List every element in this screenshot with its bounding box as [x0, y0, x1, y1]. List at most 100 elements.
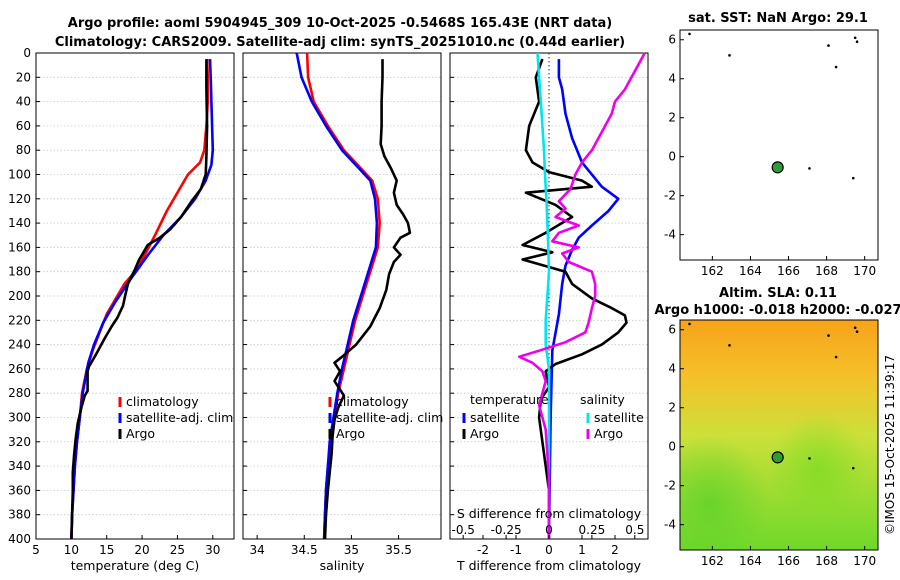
x-tick-label: 35.5: [385, 543, 412, 557]
difference-legend-label: Argo: [470, 426, 499, 441]
sla_map-island: [834, 355, 838, 359]
x-tick-label: 2: [611, 543, 619, 557]
difference-panel: -2 -1 0 1 2T difference from climatology S di…: [449, 52, 649, 573]
sla_map-x-tick-label: 168: [815, 554, 838, 568]
sla_map-float-marker: [771, 451, 784, 464]
y-tick-label: 100: [8, 168, 31, 182]
sla_map-island: [728, 344, 731, 347]
difference-line-salinity-satellite: [536, 52, 551, 539]
sst_map-island: [688, 32, 691, 36]
salinity-legend-label: Argo: [336, 426, 365, 441]
y-tick-label: 300: [8, 411, 31, 425]
difference-legend-label: satellite: [470, 410, 520, 425]
sst_map-axes-frame: [679, 29, 879, 261]
difference-line-temperature-argo: [521, 58, 628, 539]
y-tick-label: 220: [8, 313, 31, 327]
sst_map-x-tick-label: 168: [815, 264, 838, 278]
x-tick-label: -2: [477, 543, 489, 557]
sst_map-island: [834, 65, 838, 69]
difference-legend-label: satellite: [594, 410, 644, 425]
sla-map-title-line1: Altim. SLA: 0.11: [719, 286, 837, 301]
x-tick-label: 5: [32, 543, 40, 557]
sst_map-island: [728, 54, 731, 57]
difference-legend-label: Argo: [594, 426, 623, 441]
x-tick-label: 30: [205, 543, 220, 557]
sla_map-island: [853, 326, 857, 330]
sst_map-y-tick-label: -2: [664, 189, 676, 203]
difference-line-salinity-argo: [518, 52, 646, 539]
sst_map-island: [851, 176, 855, 180]
sla_map-island: [855, 330, 859, 333]
difference-top-tick-label: -0.25: [491, 523, 522, 537]
temperature-panel: 0 20 40 60 80 100 120 140 160 180 200 220 240 260 280 3…: [8, 46, 235, 573]
sla_map-axes-frame: [679, 319, 879, 551]
sst_map-island: [808, 167, 811, 170]
sla-map-title-line2: Argo h1000: -0.018 h2000: -0.027: [654, 303, 900, 318]
x-tick-label: 25: [170, 543, 185, 557]
temperature-legend-label: satellite-adj. clim: [126, 410, 233, 425]
x-tick-label: 35: [344, 543, 359, 557]
sla_map-island: [688, 322, 691, 326]
sst_map-island: [855, 40, 859, 43]
sst_map-y-tick-label: -4: [664, 228, 676, 242]
temperature-legend-label: climatology: [126, 394, 199, 409]
sst_map-island: [853, 36, 857, 40]
difference-legend-right-title: salinity: [580, 392, 625, 407]
y-tick-label: 240: [8, 338, 31, 352]
difference-line-temperature-satellite: [547, 59, 620, 540]
x-tick-label: 0: [545, 543, 553, 557]
sla_map-y-tick-label: -4: [664, 518, 676, 532]
sla_map-y-tick-label: 0: [668, 440, 676, 454]
sst_map-x-tick-label: 166: [777, 264, 800, 278]
salinity-legend-label: satellite-adj. clim: [336, 410, 443, 425]
x-tick-label: 20: [134, 543, 149, 557]
sla_map-island: [827, 334, 830, 337]
y-tick-label: 260: [8, 362, 31, 376]
sst_map-y-tick-label: 6: [668, 33, 676, 47]
sla_map-island: [808, 457, 811, 460]
salinity-xlabel: salinity: [320, 558, 365, 573]
difference-top-label: S difference from climatology: [457, 506, 642, 521]
main-title-line2: Climatology: CARS2009. Satellite-adj cli…: [55, 35, 625, 50]
sst_map-island: [827, 44, 830, 47]
temperature-line-argo: [70, 59, 209, 540]
x-tick-label: 10: [64, 543, 79, 557]
difference-top-tick-label: 0.5: [625, 523, 644, 537]
y-tick-label: 200: [8, 289, 31, 303]
sla_map-x-tick-label: 164: [739, 554, 762, 568]
y-tick-label: 0: [23, 46, 31, 60]
salinity-legend-label: climatology: [336, 394, 409, 409]
difference-top-tick-label: 0: [545, 523, 553, 537]
y-tick-label: 180: [8, 265, 31, 279]
y-tick-label: 120: [8, 192, 31, 206]
temperature-legend-label: Argo: [126, 426, 155, 441]
y-tick-label: 280: [8, 386, 31, 400]
sst_map-y-tick-label: 4: [668, 72, 676, 86]
sst_map-x-tick-label: 162: [701, 264, 724, 278]
salinity-line-satellite-adj-clim: [295, 52, 379, 540]
difference-top-tick-label: 0.25: [579, 523, 606, 537]
sla_map-y-tick-label: -2: [664, 479, 676, 493]
imos-stamp: ©IMOS 15-Oct-2025 11:39:17: [883, 355, 897, 535]
difference-legend-left-title: temperature: [470, 392, 549, 407]
sla_map-y-tick-label: 4: [668, 362, 676, 376]
main-title-line1: Argo profile: aoml 5904945_309 10-Oct-20…: [68, 16, 612, 31]
x-tick-label: 1: [578, 543, 586, 557]
y-tick-label: 160: [8, 240, 31, 254]
sst_map-float-marker: [771, 161, 784, 174]
sla-map-panel: 162 164 166 168 170 6 4 2 0 -2 -4: [664, 319, 879, 568]
y-tick-label: 140: [8, 216, 31, 230]
salinity-panel: 34 34.5 35 35.5 salinity climatologysatellite…: [242, 52, 443, 573]
sst_map-y-tick-label: 2: [668, 111, 676, 125]
y-tick-label: 80: [16, 143, 31, 157]
y-tick-label: 60: [16, 119, 31, 133]
y-tick-label: 360: [8, 483, 31, 497]
salinity-line-argo: [323, 59, 412, 540]
x-tick-label: 34.5: [291, 543, 318, 557]
sst_map-x-tick-label: 170: [853, 264, 876, 278]
sla_map-y-tick-label: 2: [668, 401, 676, 415]
y-tick-label: 40: [16, 95, 31, 109]
y-tick-label: 20: [16, 70, 31, 84]
x-tick-label: 34: [250, 543, 265, 557]
